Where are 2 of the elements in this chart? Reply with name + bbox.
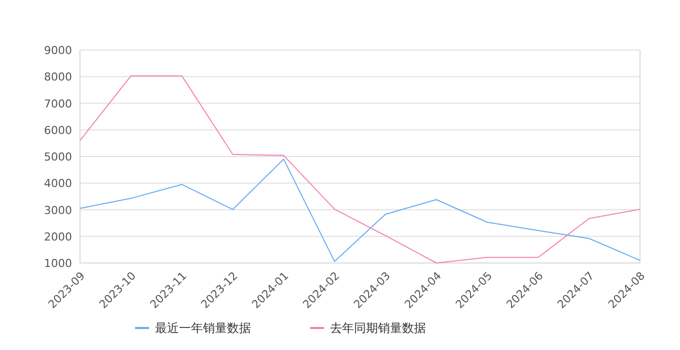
legend-label: 去年同期销量数据: [330, 321, 426, 335]
legend-label: 最近一年销量数据: [155, 321, 251, 335]
